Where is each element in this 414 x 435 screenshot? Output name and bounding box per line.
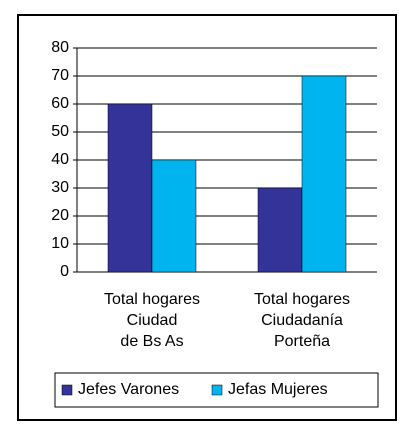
bar: [151, 159, 197, 273]
y-tick-label: 20: [51, 207, 69, 224]
x-tick-label: Total hogares: [254, 291, 350, 308]
y-tick-label: 80: [51, 39, 69, 56]
legend-swatch: [61, 384, 73, 396]
y-tick-label: 40: [51, 151, 69, 168]
bar: [301, 75, 347, 273]
y-tick-label: 10: [51, 235, 69, 252]
legend-label: Jefas Mujeres: [228, 381, 328, 398]
bar: [107, 103, 153, 273]
x-tick-label: Ciudadanía: [261, 312, 343, 329]
legend-label: Jefes Varones: [78, 381, 179, 398]
x-tick-label: Total hogares: [104, 291, 200, 308]
y-tick-label: 30: [51, 179, 69, 196]
x-tick-label: de Bs As: [120, 333, 183, 350]
x-tick-label: Porteña: [274, 333, 330, 350]
x-tick-label: Ciudad: [127, 312, 178, 329]
bar: [257, 187, 303, 273]
y-tick-label: 50: [51, 123, 69, 140]
y-tick-label: 70: [51, 67, 69, 84]
y-tick-label: 60: [51, 95, 69, 112]
y-tick-label: 0: [60, 263, 69, 280]
legend-swatch: [211, 384, 223, 396]
